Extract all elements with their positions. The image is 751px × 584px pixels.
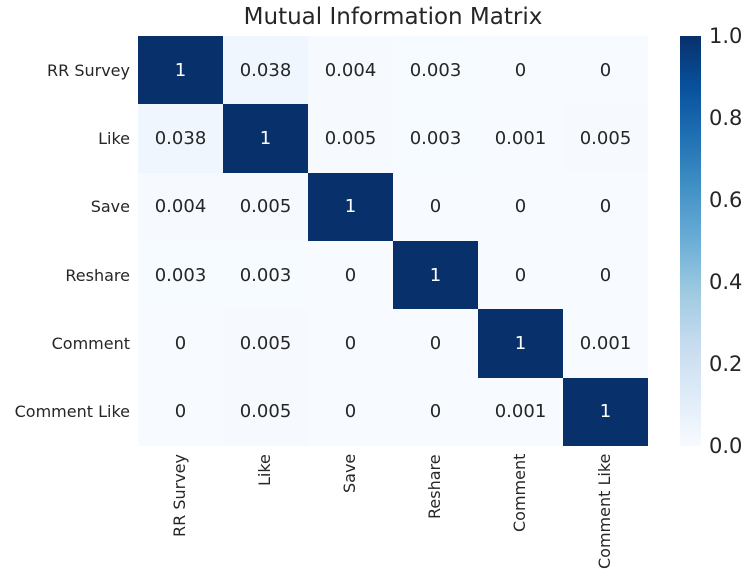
heatmap-cell: 0.003: [393, 104, 478, 173]
heatmap-cell: 0.005: [223, 377, 308, 446]
heatmap-cell: 0: [308, 377, 393, 446]
heatmap-cell: 1: [223, 104, 308, 173]
colorbar-tick-label: 0.6: [709, 188, 743, 212]
x-tick-label: Like: [254, 454, 274, 486]
y-tick-label: Comment Like: [14, 402, 130, 422]
heatmap-cell: 1: [393, 241, 478, 310]
heatmap-cell: 0.004: [308, 36, 393, 105]
x-tick-label: Comment Like: [594, 454, 614, 570]
heatmap-cell: 0: [138, 377, 223, 446]
y-tick-label: Reshare: [65, 265, 130, 285]
heatmap-cell: 1: [308, 172, 393, 241]
colorbar-tick-label: 1.0: [709, 24, 743, 48]
heatmap-cell: 1: [478, 309, 563, 378]
colorbar-tick-label: 0.4: [709, 270, 743, 294]
x-tick-label: Reshare: [424, 454, 444, 519]
heatmap-cell: 0: [393, 172, 478, 241]
heatmap-cell: 0: [563, 241, 648, 310]
heatmap-cell: 0: [393, 309, 478, 378]
heatmap-cell: 0.005: [308, 104, 393, 173]
heatmap-cell: 0.003: [393, 36, 478, 105]
heatmap-cell: 0: [393, 377, 478, 446]
heatmap-cell: 0: [308, 309, 393, 378]
heatmap-cell: 1: [138, 36, 223, 105]
heatmap-cell: 1: [563, 377, 648, 446]
heatmap-cell: 0: [308, 241, 393, 310]
heatmap-cell: 0.005: [563, 104, 648, 173]
heatmap-cell: 0.038: [138, 104, 223, 173]
heatmap-cell: 0: [478, 172, 563, 241]
colorbar-tick-label: 0.8: [709, 106, 743, 130]
y-tick-label: Save: [90, 197, 130, 217]
heatmap-cell: 0.004: [138, 172, 223, 241]
heatmap-cell: 0.005: [223, 172, 308, 241]
heatmap-cell: 0: [563, 172, 648, 241]
y-tick-label: Like: [98, 128, 130, 148]
colorbar-tick-label: 0.0: [709, 434, 743, 458]
heatmap-cell: 0: [478, 241, 563, 310]
x-tick-label: Save: [339, 454, 359, 494]
heatmap-cell: 0.001: [478, 377, 563, 446]
heatmap-cell: 0.003: [223, 241, 308, 310]
heatmap-cell: 0.001: [563, 309, 648, 378]
heatmap-cell: 0: [563, 36, 648, 105]
heatmap-cell: 0.005: [223, 309, 308, 378]
x-tick-label: RR Survey: [169, 454, 189, 537]
heatmap-cell: 0.003: [138, 241, 223, 310]
colorbar: [680, 36, 701, 446]
heatmap-cell: 0: [138, 309, 223, 378]
y-tick-label: RR Survey: [47, 60, 130, 80]
colorbar-tick-label: 0.2: [709, 352, 743, 376]
x-tick-label: Comment: [509, 454, 529, 533]
chart-title: Mutual Information Matrix: [243, 4, 543, 30]
heatmap-cell: 0.038: [223, 36, 308, 105]
heatmap-cell: 0.001: [478, 104, 563, 173]
y-tick-label: Comment: [51, 333, 130, 353]
heatmap-cell: 0: [478, 36, 563, 105]
heatmap-grid: 1 0.038 0.004 0.003 0 0 0.038 1 0.005 0.003 0.001 0…: [138, 36, 648, 446]
